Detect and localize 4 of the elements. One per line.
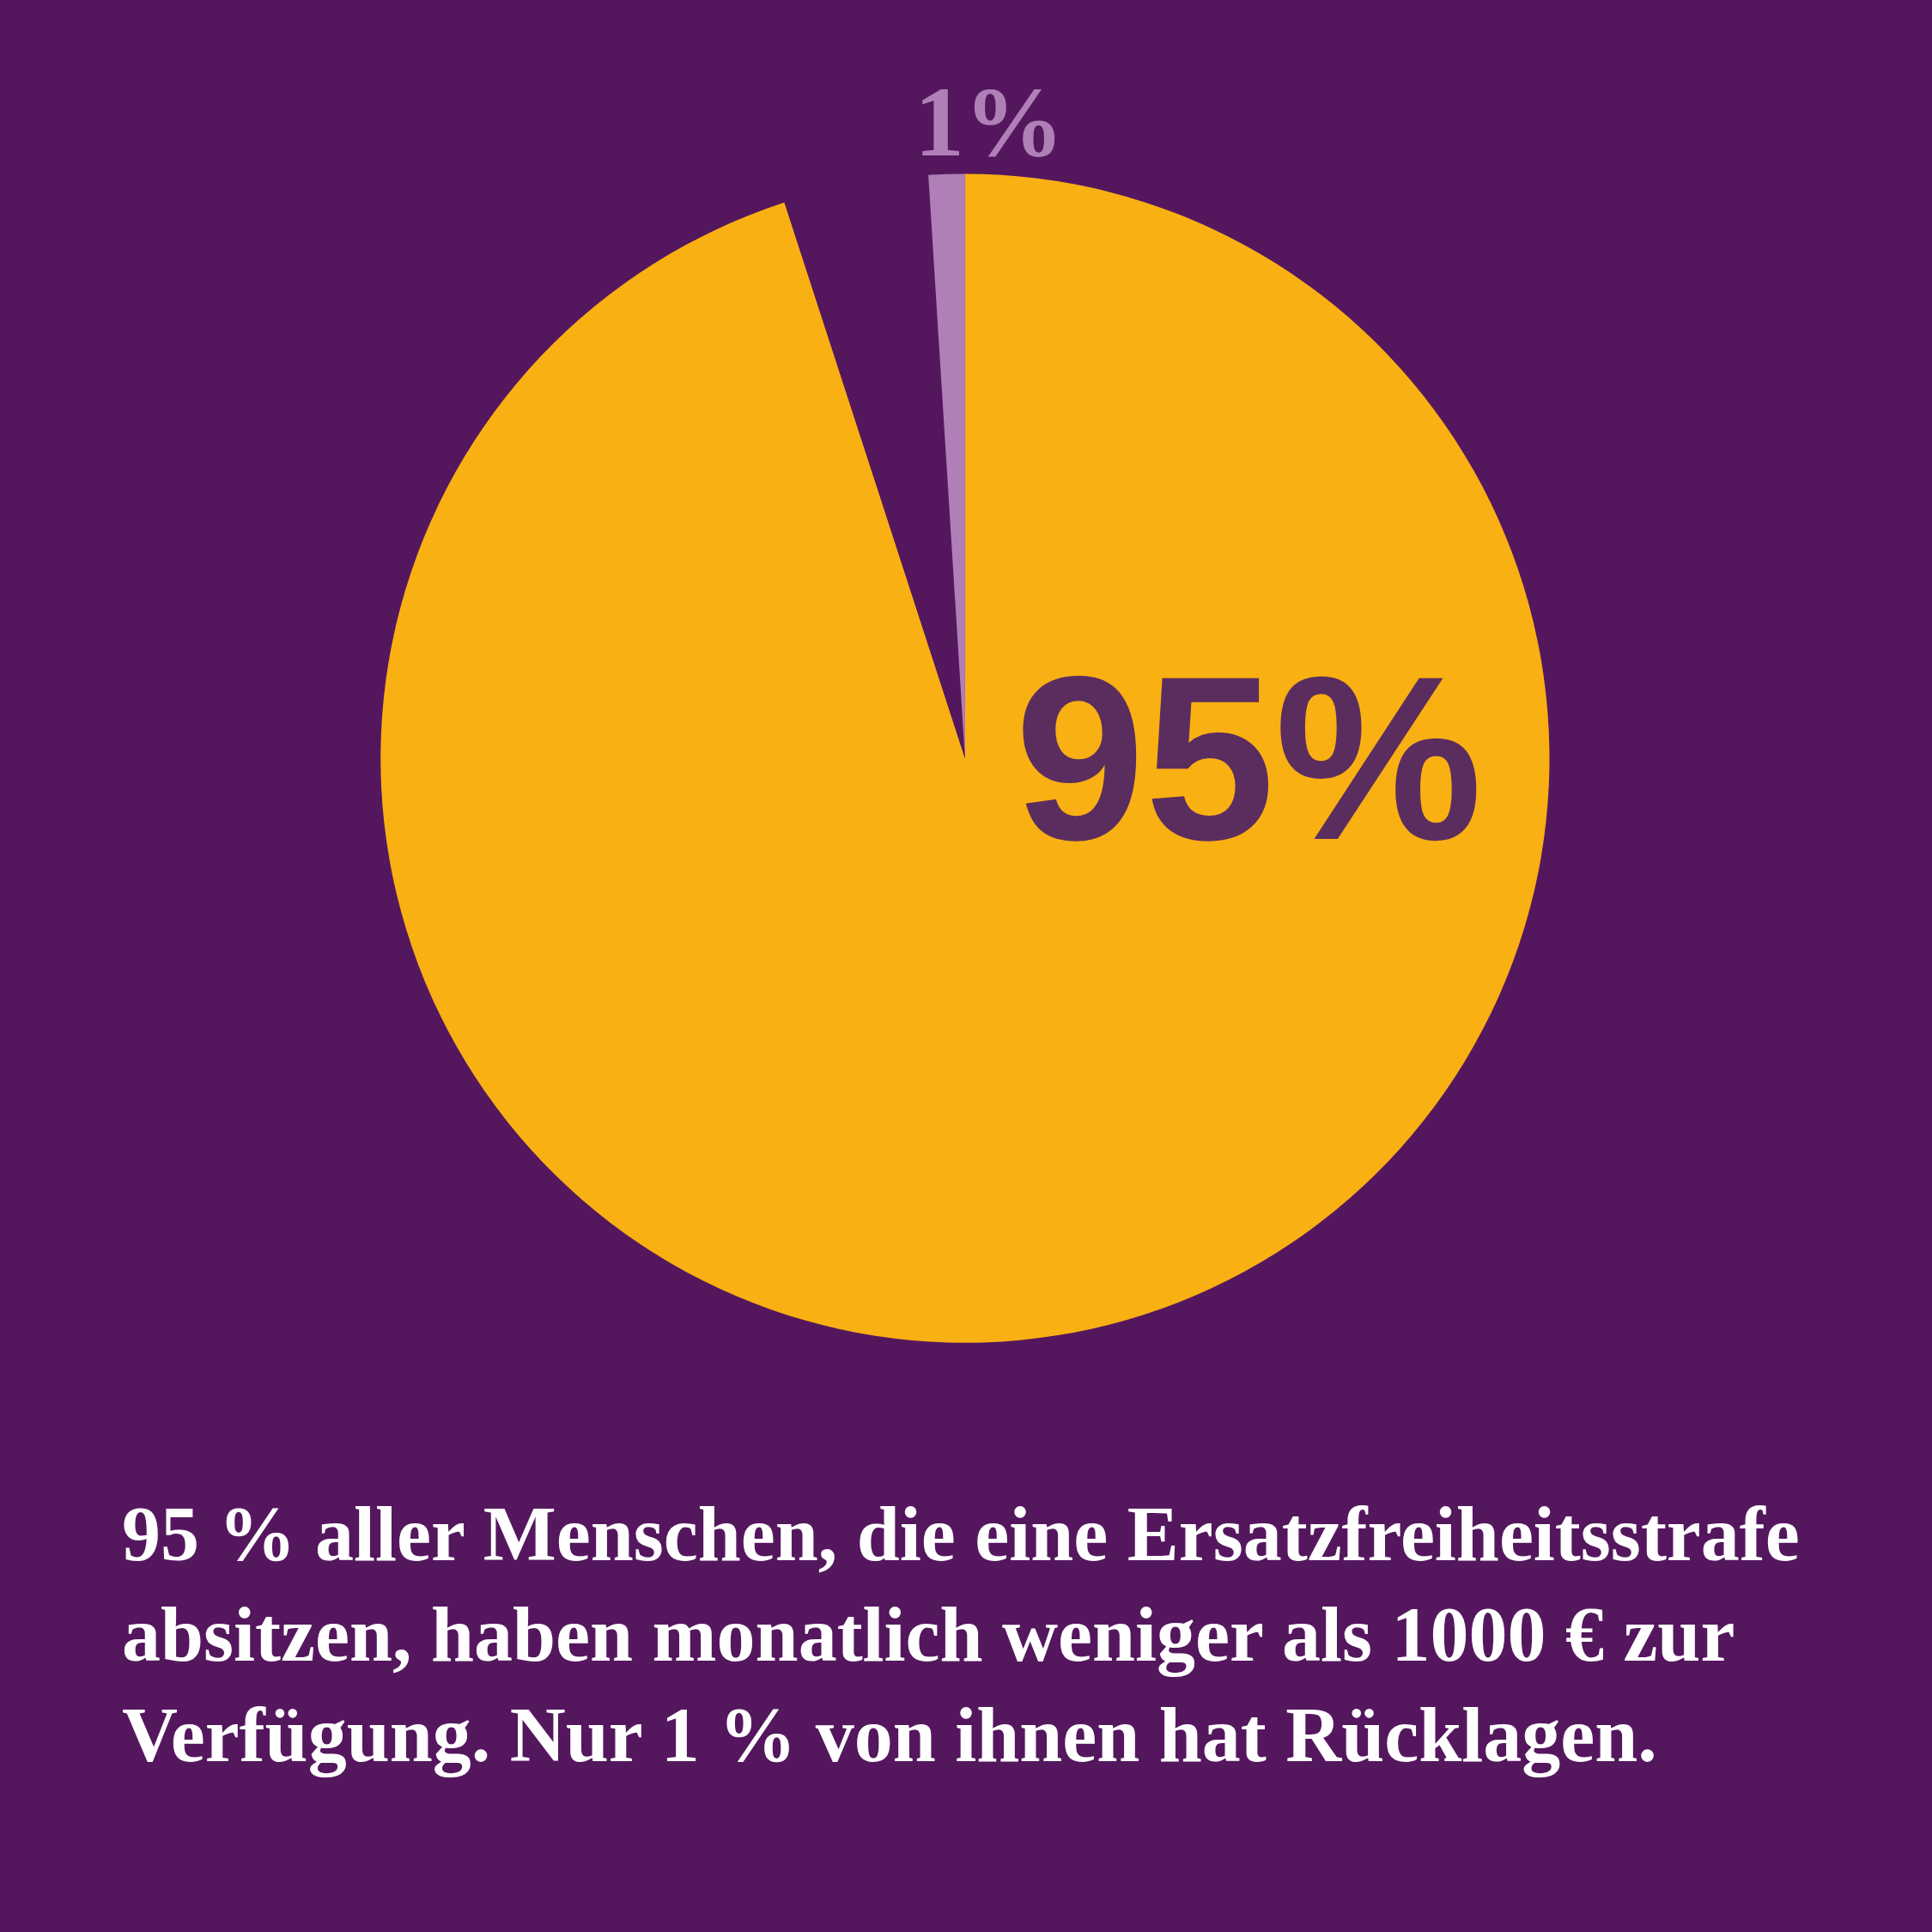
text: 95 % aller Menschen, die eine Ersatzfreiheitsstrafe absitzen, haben monatlich weniger als 1000 € zur Verfügung. Nur 1 % von ihnen hat Rücklagen. [122,1492,1800,1777]
pie-slice [380,173,1550,1343]
data-label: 95% [1015,628,1483,889]
data-label: 1% [914,67,1064,177]
